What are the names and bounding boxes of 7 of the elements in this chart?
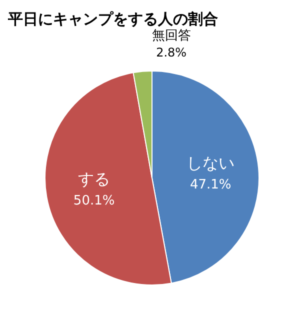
data-label: 50.1% (73, 193, 115, 208)
data-label: 2.8% (156, 46, 187, 60)
slice-label: する (78, 169, 110, 188)
slice-label: 無回答 (152, 28, 191, 44)
data-label: 47.1% (190, 178, 232, 193)
chart-title: 平日にキャンプをする人の割合 (7, 10, 218, 28)
slice-label: しない (186, 154, 235, 173)
